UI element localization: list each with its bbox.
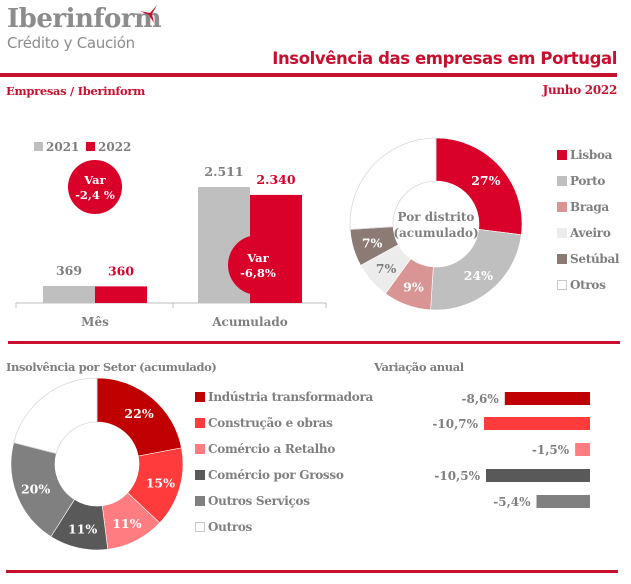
bar-label-Acumulado-2021: 2.511 — [204, 164, 243, 179]
donut-chart-district: 27% 24% 9% 7% 7% Por distrito (acumulado) — [349, 137, 523, 311]
legend-item-outros: Outros — [195, 514, 373, 540]
bar-chart-annual-variation: -8,6% -10,7% -1,5% -10,5% -5,4% — [432, 392, 590, 509]
bar-Mês-2021 — [43, 285, 95, 303]
variation-bubble-label: Var — [246, 251, 269, 265]
donut-center-label: (acumulado) — [393, 226, 478, 240]
legend-item-aveiro: Aveiro — [557, 220, 619, 246]
bar-label-Mês-2021: 369 — [56, 263, 82, 278]
variation-bar-4 — [485, 469, 590, 482]
donut-slice-lisboa — [435, 137, 523, 236]
donut-center-label: Por distrito — [398, 210, 475, 224]
variation-bar-3 — [575, 443, 590, 456]
section-divider — [8, 341, 620, 344]
logo-bird-icon — [140, 5, 157, 23]
donut-slice-outros — [13, 377, 98, 455]
legend-swatch — [195, 470, 205, 480]
legend-swatch — [195, 418, 205, 428]
legend-item-comércio-por-grosso: Comércio por Grosso — [195, 462, 373, 488]
header-divider — [0, 73, 617, 77]
variation-bubble-value: -2,4 % — [75, 188, 115, 202]
legend-item-indústria-transformadora: Indústria transformadora — [195, 384, 373, 410]
variation-chart-title: Variação anual — [374, 360, 464, 374]
donut-slice-label: 20% — [21, 481, 50, 496]
sector-chart-title: Insolvência por Setor (acumulado) — [6, 360, 217, 374]
legend-swatch — [557, 280, 567, 290]
donut-slice-label: 15% — [146, 475, 175, 490]
legend-label: Otros — [570, 278, 606, 292]
bar-label-Mês-2022: 360 — [108, 263, 134, 278]
variation-bubble-label: Var — [83, 173, 106, 187]
legend-label: Setúbal — [570, 252, 620, 266]
legend-label-2021: 2021 — [46, 140, 79, 154]
legend-item-porto: Porto — [557, 168, 619, 194]
variation-bar-1 — [504, 392, 590, 405]
bar-label-Acumulado-2022: 2.340 — [256, 172, 295, 187]
legend-swatch — [557, 202, 567, 212]
variation-bubble — [68, 160, 122, 214]
legend-item-lisboa: Lisboa — [557, 142, 619, 168]
variation-bar-label: -10,7% — [432, 417, 478, 431]
donut-slice-label: 22% — [124, 406, 153, 421]
legend-label: Outros Serviços — [208, 494, 310, 508]
legend-swatch — [195, 522, 205, 532]
legend-label: Comércio a Retalho — [208, 442, 336, 456]
donut-chart-sector: 22% 15% 11% 11% 20% — [10, 377, 184, 551]
legend-swatch — [557, 176, 567, 186]
category-label: Mês — [81, 315, 109, 329]
donut-slice-porto — [430, 229, 522, 311]
legend-swatch — [195, 392, 205, 402]
legend-label: Comércio por Grosso — [208, 468, 344, 482]
legend-label: Porto — [570, 174, 606, 188]
subtitle-source: Empresas / Iberinform — [6, 84, 146, 98]
legend-item-otros: Otros — [557, 272, 619, 298]
donut-slice-label: 24% — [464, 268, 493, 283]
donut-slice-label: 9% — [403, 280, 424, 295]
subtitle-date: Junho 2022 — [542, 83, 618, 97]
legend-swatch — [557, 254, 567, 264]
footer-divider — [6, 570, 618, 573]
variation-bar-2 — [484, 417, 590, 430]
legend-swatch — [557, 150, 567, 160]
legend-swatch — [557, 228, 567, 238]
category-label: Acumulado — [211, 315, 288, 329]
legend-label-2022: 2022 — [98, 140, 131, 154]
variation-bubble-value: -6,8% — [240, 266, 276, 280]
donut-slice-otros — [349, 137, 437, 230]
legend-item-setúbal: Setúbal — [557, 246, 620, 272]
legend-label: Aveiro — [570, 226, 611, 240]
page-title: Insolvência das empresas em Portugal — [272, 49, 617, 68]
legend-swatch-2021 — [34, 142, 43, 151]
legend-swatch — [195, 444, 205, 454]
donut-slice-label: 27% — [471, 173, 500, 188]
legend-swatch-2022 — [86, 142, 95, 151]
variation-bar-label: -5,4% — [493, 495, 531, 509]
logo-subtitle: Crédito y Caución — [7, 34, 135, 52]
legend-item-comércio-a-retalho: Comércio a Retalho — [195, 436, 373, 462]
legend-label: Outros — [208, 520, 253, 534]
variation-bar-label: -1,5% — [532, 443, 570, 457]
district-legend: Lisboa Porto Braga Aveiro Setúbal Otros — [557, 142, 620, 298]
legend-label: Lisboa — [570, 148, 613, 162]
donut-slice-label: 11% — [68, 521, 97, 536]
variation-bar-label: -10,5% — [434, 469, 480, 483]
logo-wordmark: Iberinform — [7, 4, 162, 34]
donut-slice-label: 7% — [376, 261, 397, 276]
variation-bubble — [228, 235, 288, 295]
donut-slice-label: 11% — [112, 516, 141, 531]
donut-slice-label: 7% — [362, 236, 383, 251]
legend-swatch — [195, 496, 205, 506]
sector-legend: Indústria transformadora Construção e obr… — [195, 384, 373, 540]
donut-slice-indústria-transformadora — [96, 377, 182, 457]
legend-item-outros-serviços: Outros Serviços — [195, 488, 373, 514]
legend-label: Construção e obras — [208, 416, 333, 430]
legend-label: Indústria transformadora — [208, 390, 373, 404]
legend-item-braga: Braga — [557, 194, 619, 220]
legend-item-construção-e-obras: Construção e obras — [195, 410, 373, 436]
variation-bar-label: -8,6% — [462, 392, 500, 406]
legend-label: Braga — [570, 200, 609, 214]
variation-bar-5 — [536, 495, 590, 508]
bar-Mês-2022 — [95, 286, 147, 303]
